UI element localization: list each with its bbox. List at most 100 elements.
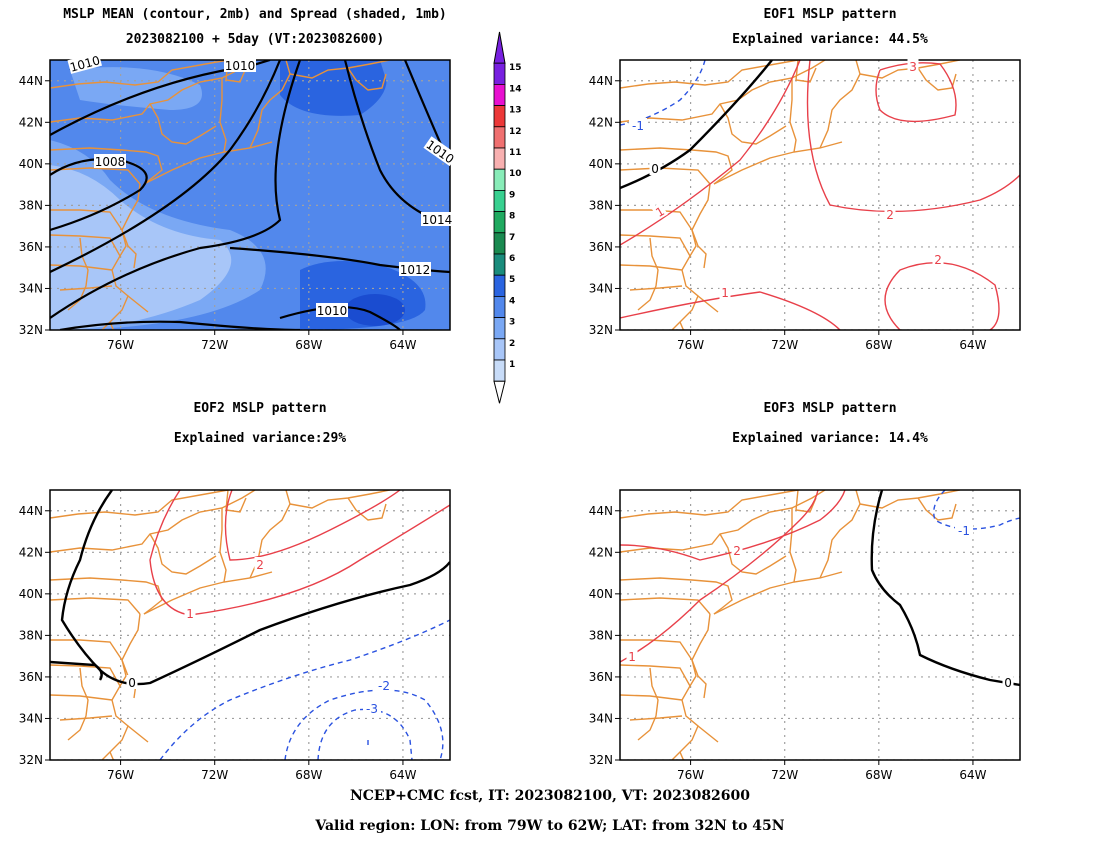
spread-colorbar (493, 31, 506, 404)
contour-label-bg (94, 154, 126, 168)
contour-label-bg (1002, 675, 1014, 689)
contour-label-bg (907, 59, 919, 73)
contour-group (50, 157, 148, 232)
contour-group (806, 60, 1020, 213)
contour-line (50, 157, 148, 232)
contour-group (224, 490, 401, 561)
contour-label-bg (423, 136, 458, 167)
contour-label-text: 1 (628, 650, 636, 664)
contour-label-bg (629, 118, 647, 132)
colorbar-top-arrow (493, 31, 506, 64)
colorbar-box (493, 253, 506, 276)
x-tick-label: 64W (389, 338, 416, 352)
y-tick-label: 34N (19, 281, 43, 295)
contour-label-text: 1 (721, 286, 729, 300)
contour-label-text: 1008 (95, 155, 126, 169)
colorbar-label: 2 (509, 339, 515, 349)
grid-lines (50, 60, 450, 330)
y-tick-label: 44N (589, 504, 613, 518)
contour-label-text: -1 (632, 119, 644, 133)
contour-label-bg (731, 543, 743, 557)
contour-label-text: 1010 (225, 59, 256, 73)
footer-line-2: Valid region: LON: from 79W to 62W; LAT:… (315, 818, 785, 834)
x-tick-label: 64W (959, 768, 986, 782)
spread-fill-5 (280, 60, 387, 116)
y-tick-label: 42N (19, 115, 43, 129)
x-tick-label: 64W (389, 768, 416, 782)
contour-line (224, 490, 401, 561)
contour-label: 0 (649, 161, 661, 176)
contour-label: 2 (932, 252, 944, 267)
colorbar-box (493, 62, 506, 85)
y-tick-label: 38N (19, 198, 43, 212)
spread-fill-6 (345, 294, 405, 326)
contour-label: 1 (719, 285, 731, 300)
colorbar-label: 5 (509, 275, 515, 285)
x-tick-label: 72W (201, 338, 228, 352)
contour-line (620, 60, 801, 246)
colorbar-box (493, 189, 506, 212)
contour-label: 1010 (316, 303, 348, 318)
contour-group (50, 660, 103, 681)
contour-label-bg (126, 675, 138, 689)
contour-line (50, 60, 282, 273)
contour-label: 1014 (421, 212, 453, 227)
contour-group (620, 291, 841, 330)
contour-line (620, 490, 819, 663)
contour-label-bg (421, 212, 453, 226)
contour-group (620, 490, 819, 663)
x-tick-label: 68W (295, 338, 322, 352)
contour-group (620, 60, 706, 126)
y-tick-label: 32N (589, 753, 613, 767)
y-tick-label: 34N (19, 711, 43, 725)
colorbar-box (493, 274, 506, 297)
contour-group (279, 306, 401, 330)
contour-label-text: 0 (128, 676, 136, 690)
y-tick-label: 36N (19, 670, 43, 684)
contour-label: 1010 (224, 58, 256, 73)
contour-label-text: 1014 (422, 213, 453, 227)
y-tick-label: 40N (589, 587, 613, 601)
panel-frame (619, 59, 1021, 331)
contour-label-text: 2 (934, 253, 942, 267)
x-tick-label: 72W (771, 338, 798, 352)
contour-label-bg (719, 285, 731, 299)
contour-line (620, 60, 773, 190)
contour-label: 2 (884, 207, 896, 222)
contour-label-text: 0 (1004, 676, 1012, 690)
y-tick-label: 38N (19, 628, 43, 642)
contour-label-text: 1010 (317, 304, 348, 318)
x-tick-label: 76W (107, 768, 134, 782)
colorbar-label: 9 (509, 190, 515, 200)
panel-title: EOF1 MSLP pattern (763, 7, 896, 22)
contour-line (50, 60, 302, 319)
y-tick-label: 42N (19, 545, 43, 559)
contour-line (317, 708, 413, 760)
colorbar-box (493, 147, 506, 170)
contour-label-bg (884, 207, 896, 221)
contour-line (50, 660, 103, 681)
colorbar-label: 3 (509, 318, 515, 328)
panel-title: MSLP MEAN (contour, 2mb) and Spread (sha… (63, 7, 447, 22)
contour-label-text: 1 (186, 607, 194, 621)
x-tick-label: 68W (295, 768, 322, 782)
contour-group (149, 490, 450, 616)
contour-label-text: 2 (733, 544, 741, 558)
contour-group (159, 619, 450, 760)
y-tick-label: 32N (19, 323, 43, 337)
y-tick-label: 36N (19, 240, 43, 254)
y-tick-label: 44N (589, 74, 613, 88)
contour-group (875, 62, 957, 123)
colorbar-box (493, 338, 506, 361)
colorbar-box (493, 359, 506, 382)
contour-label: 1008 (94, 154, 126, 169)
contour-label: -1 (955, 523, 973, 538)
colorbar-bottom-arrow (493, 380, 506, 404)
colorbar-box (493, 168, 506, 191)
contour-group (884, 262, 1000, 330)
y-tick-label: 40N (589, 157, 613, 171)
contour-label-bg (67, 52, 103, 74)
contour-group (933, 490, 1020, 530)
colorbar-box (493, 84, 506, 107)
contour-line (620, 291, 841, 330)
